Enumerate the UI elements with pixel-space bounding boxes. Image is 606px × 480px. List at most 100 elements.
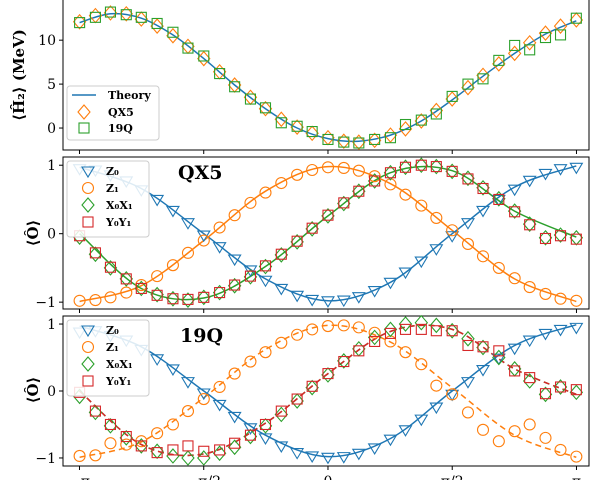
panel-bottom-legend: Z₀ Z₁ X₀X₁ Y₀Y₁	[66, 319, 150, 397]
data-point-triangle-down	[383, 434, 398, 447]
data-point-circle	[321, 319, 335, 333]
data-point-square	[167, 293, 179, 305]
data-point-diamond	[429, 317, 444, 334]
data-point-square	[306, 222, 318, 234]
data-point-square	[229, 81, 241, 93]
data-point-circle	[446, 224, 459, 237]
data-point-diamond	[274, 406, 289, 423]
data-point-circle	[508, 272, 521, 285]
data-point-diamond	[414, 314, 429, 331]
legend-label: Y₀Y₁	[105, 216, 132, 229]
data-point-triangle-down	[150, 194, 165, 207]
data-point-square	[244, 270, 257, 282]
data-point-diamond	[181, 450, 195, 466]
legend-box	[66, 85, 160, 141]
data-point-square	[291, 393, 303, 405]
data-point-circle	[104, 291, 117, 304]
y-tick-label: 10	[38, 33, 56, 49]
data-point-square	[229, 437, 241, 449]
data-point-diamond	[492, 349, 506, 366]
data-point-square	[570, 384, 582, 396]
data-point-triangle-down	[383, 277, 398, 290]
data-point-square	[539, 232, 552, 245]
x-tick-label: −π	[69, 474, 90, 480]
data-point-square	[353, 137, 365, 149]
data-point-circle	[476, 423, 490, 436]
data-point-square	[275, 405, 287, 417]
data-point-circle	[181, 246, 195, 259]
data-point-square	[462, 173, 474, 185]
data-point-triangle-down	[243, 423, 258, 435]
data-point-diamond	[150, 443, 164, 460]
data-point-diamond	[258, 417, 273, 434]
data-point-circle	[539, 431, 552, 444]
data-point-circle	[570, 450, 583, 463]
panel-top-frame	[62, 0, 590, 151]
data-point-diamond	[522, 216, 537, 232]
data-point-circle	[197, 234, 210, 247]
data-point-triangle-down	[181, 377, 195, 389]
data-point-diamond	[522, 34, 537, 51]
data-point-square	[198, 291, 210, 303]
data-point-diamond	[522, 373, 537, 389]
data-point-square	[369, 335, 381, 347]
data-point-diamond	[414, 113, 429, 129]
data-point-diamond	[337, 133, 351, 150]
legend-label: 19Q	[108, 122, 133, 135]
data-point-square	[275, 117, 287, 129]
data-point-circle	[244, 196, 257, 209]
legend-label: Z₁	[106, 341, 119, 354]
data-point-triangle-down	[321, 296, 335, 308]
data-point-square	[291, 235, 303, 247]
legend-marker-circle	[81, 340, 95, 354]
data-point-square	[524, 44, 536, 56]
data-point-square	[493, 345, 505, 357]
series-markers	[72, 162, 584, 308]
data-point-diamond	[492, 190, 506, 207]
data-point-circle	[244, 355, 257, 368]
legend-label: Z₀	[106, 324, 119, 337]
data-point-triangle-down	[476, 205, 490, 218]
data-point-square	[167, 26, 179, 38]
data-point-circle	[430, 211, 443, 224]
data-point-diamond	[119, 5, 134, 22]
data-point-square	[353, 345, 365, 357]
data-point-triangle-down	[398, 425, 413, 437]
data-point-square	[477, 73, 489, 85]
data-point-triangle-down	[553, 164, 568, 176]
series-line	[79, 165, 577, 303]
series-markers	[73, 161, 583, 307]
data-point-diamond	[103, 417, 118, 434]
data-point-square	[493, 193, 505, 206]
data-point-triangle-down	[227, 411, 242, 424]
data-point-circle	[446, 388, 459, 401]
data-point-diamond	[352, 340, 366, 357]
series-line	[79, 12, 577, 143]
data-point-triangle-down	[414, 256, 429, 269]
data-point-diamond	[507, 361, 522, 377]
data-point-triangle-down	[476, 365, 490, 377]
legend-marker-triangle	[81, 325, 95, 338]
panel-bottom-title: 19Q	[180, 325, 223, 347]
data-point-circle	[213, 221, 226, 234]
panel-middle-frame	[62, 156, 590, 310]
data-point-square	[259, 102, 272, 114]
data-point-square	[104, 6, 117, 18]
data-point-triangle-down	[522, 335, 537, 348]
data-point-diamond	[212, 445, 227, 462]
legend-marker-square	[82, 216, 94, 228]
data-point-square	[322, 133, 334, 146]
data-point-circle	[352, 164, 365, 177]
data-point-diamond	[461, 170, 475, 187]
data-point-triangle-down	[336, 452, 351, 464]
data-point-circle	[306, 163, 319, 177]
data-point-triangle-down	[305, 294, 320, 307]
data-point-diamond	[367, 173, 382, 189]
data-point-circle	[228, 367, 241, 380]
data-point-diamond	[398, 159, 413, 176]
data-point-square	[291, 120, 303, 132]
panel-middle-title: QX5	[178, 162, 223, 184]
panel-middle-legend: Z₀ Z₁ X₀X₁ Y₀Y₁	[66, 160, 150, 238]
data-point-circle	[492, 435, 505, 448]
data-point-diamond	[476, 339, 490, 356]
